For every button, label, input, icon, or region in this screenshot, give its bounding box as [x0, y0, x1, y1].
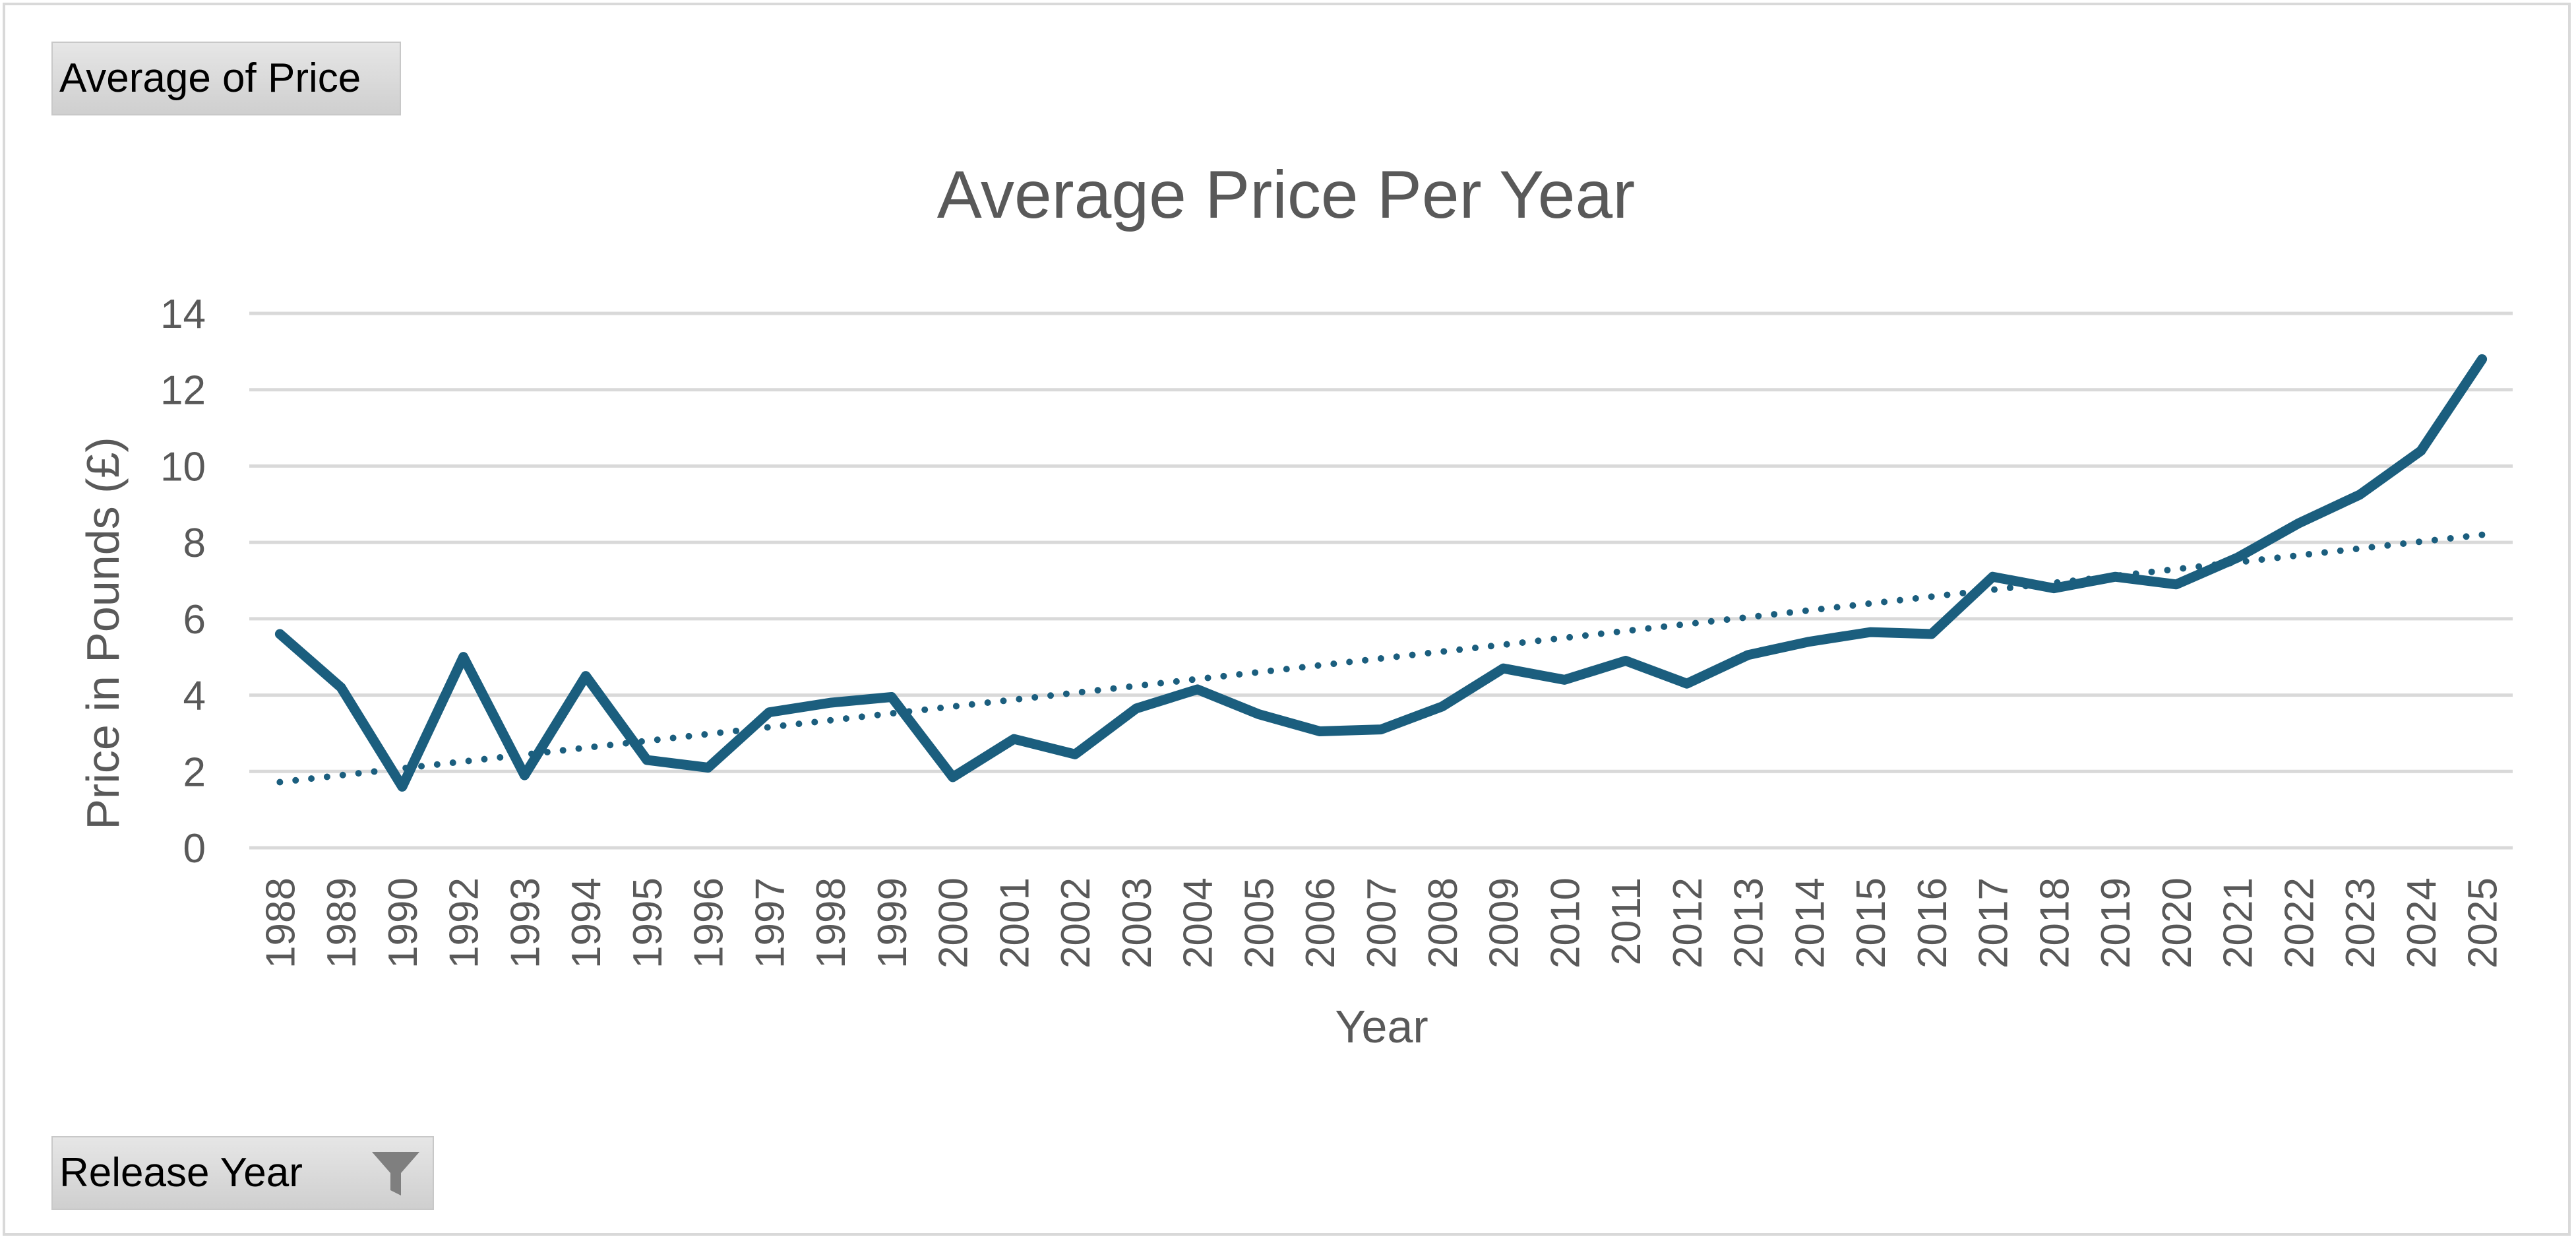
x-tick-label: 2009	[1482, 877, 1527, 969]
x-tick-label: 2003	[1115, 877, 1160, 969]
x-tick-label: 1993	[503, 877, 548, 969]
x-tick-label: 2015	[1849, 877, 1894, 969]
x-axis-ticks: 1988 1989 1990 1992 1993 1994 1995 1996 1997 1998…	[258, 877, 2505, 969]
trendline	[276, 531, 2486, 786]
x-tick-label: 2005	[1237, 877, 1282, 969]
y-tick-label: 2	[183, 749, 206, 795]
y-tick-label: 4	[183, 674, 206, 719]
x-tick-label: 2010	[1543, 877, 1588, 969]
x-tick-label: 1997	[747, 877, 793, 969]
y-tick-label: 12	[160, 368, 206, 414]
series-line	[274, 354, 2488, 792]
x-tick-label: 2018	[2032, 877, 2077, 969]
x-tick-label: 1996	[687, 877, 732, 969]
y-tick-label: 14	[160, 292, 206, 337]
x-tick-label: 1988	[258, 877, 303, 969]
x-tick-label: 2024	[2399, 877, 2445, 969]
y-axis-label: Price in Pounds (£)	[77, 437, 129, 829]
x-tick-label: 2016	[1910, 877, 1955, 969]
y-axis-ticks: 0 2 4 6 8 10 12 14	[160, 292, 206, 872]
x-tick-label: 1998	[809, 877, 854, 969]
x-tick-label: 2012	[1665, 877, 1711, 969]
y-tick-label: 0	[183, 826, 206, 872]
x-tick-label: 2000	[931, 877, 977, 969]
value-field-button[interactable]: Average of Price	[51, 42, 401, 115]
x-tick-label: 2023	[2338, 877, 2383, 969]
chart-title: Average Price Per Year	[937, 157, 1635, 232]
x-tick-label: 2020	[2155, 877, 2200, 969]
x-tick-label: 2008	[1421, 877, 1466, 969]
x-tick-label: 2006	[1298, 877, 1343, 969]
x-tick-label: 2025	[2461, 877, 2506, 969]
x-tick-label: 2021	[2216, 877, 2261, 969]
x-tick-label: 2011	[1604, 877, 1649, 965]
x-tick-label: 2014	[1787, 877, 1833, 969]
x-tick-label: 1989	[319, 877, 365, 969]
x-tick-label: 2013	[1727, 877, 1772, 969]
x-tick-label: 2004	[1176, 877, 1221, 969]
x-tick-label: 2017	[1971, 877, 2017, 969]
funnel-filter-icon[interactable]	[371, 1151, 421, 1198]
x-axis-label: Year	[1335, 1001, 1428, 1052]
x-tick-label: 1995	[625, 877, 671, 969]
x-tick-label: 2002	[1053, 877, 1099, 969]
x-tick-label: 2001	[992, 877, 1037, 969]
y-tick-label: 10	[160, 444, 206, 490]
x-tick-label: 2019	[2093, 877, 2139, 969]
row-field-button[interactable]: Release Year	[51, 1136, 434, 1210]
row-field-label: Release Year	[59, 1150, 303, 1195]
x-tick-label: 2022	[2277, 877, 2322, 969]
x-tick-label: 1994	[564, 877, 609, 969]
gridlines	[249, 311, 2513, 850]
x-tick-label: 1992	[442, 877, 487, 969]
x-tick-label: 1999	[870, 877, 915, 969]
value-field-label: Average of Price	[59, 55, 361, 101]
y-tick-label: 8	[183, 521, 206, 566]
x-tick-label: 1990	[381, 877, 426, 969]
x-tick-label: 2007	[1359, 877, 1405, 969]
y-tick-label: 6	[183, 597, 206, 643]
